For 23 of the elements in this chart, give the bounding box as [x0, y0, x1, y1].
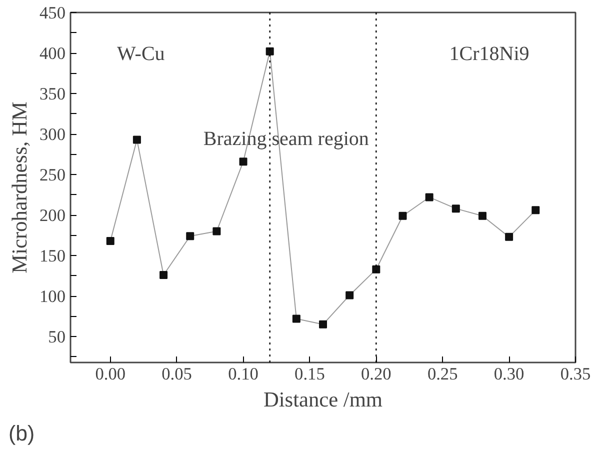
annotation: Brazing seam region — [203, 128, 369, 150]
x-tick-label: 0.20 — [360, 364, 392, 384]
y-tick-label: 200 — [40, 206, 66, 226]
annotation: 1Cr18Ni9 — [449, 43, 530, 66]
y-tick-label: 400 — [40, 44, 66, 64]
x-tick-label: 0.00 — [95, 364, 126, 384]
x-tick-label: 0.35 — [560, 364, 591, 384]
x-tick-label: 0.10 — [228, 364, 258, 384]
y-tick-label: 300 — [40, 125, 66, 144]
x-tick-label: 0.30 — [494, 364, 524, 384]
y-axis-title: Microhardness, HM — [8, 102, 32, 274]
x-tick-label: 0.25 — [427, 364, 458, 384]
x-tick-label: 0.05 — [162, 364, 192, 384]
y-tick-label: 450 — [40, 4, 66, 22]
y-tick-label: 50 — [48, 328, 66, 347]
annotation: W-Cu — [117, 43, 165, 66]
text: (b) — [8, 422, 35, 446]
y-tick-label: 250 — [40, 166, 66, 185]
y-tick-label: 350 — [40, 84, 66, 104]
x-axis-title: Distance /mm — [263, 388, 383, 412]
y-tick-label: 100 — [40, 287, 66, 306]
y-tick-label: 150 — [40, 246, 66, 266]
x-tick-label: 0.15 — [294, 364, 325, 384]
